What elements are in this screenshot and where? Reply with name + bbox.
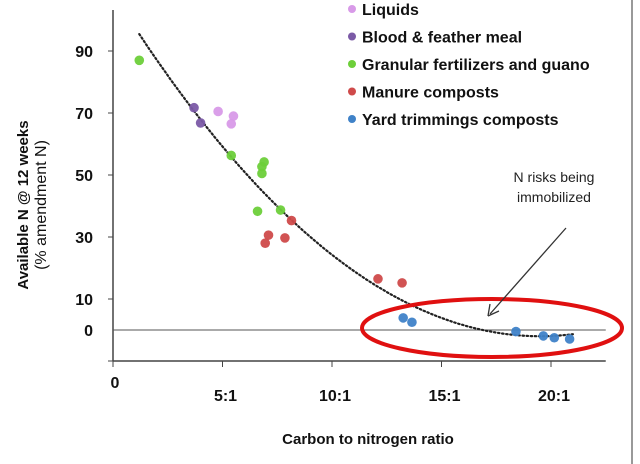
legend-marker	[348, 5, 356, 13]
y-tick-label: 50	[75, 168, 93, 185]
data-point	[275, 205, 286, 215]
legend-label: Granular fertilizers and guano	[362, 57, 590, 74]
legend-label: Yard trimmings composts	[362, 112, 559, 129]
data-point	[226, 119, 237, 129]
x-tick-label: 0	[111, 375, 120, 392]
y-tick-label: 90	[75, 44, 93, 61]
data-point	[263, 230, 274, 240]
data-point	[228, 111, 239, 121]
data-point	[398, 313, 408, 323]
data-point	[134, 55, 145, 66]
legend-marker	[348, 115, 356, 123]
data-point	[257, 161, 267, 172]
data-point	[511, 326, 521, 337]
legend-marker	[348, 32, 356, 41]
annotation-line-2: immobilized	[517, 189, 591, 205]
data-point	[195, 118, 206, 128]
data-point	[564, 334, 575, 344]
data-point	[397, 278, 407, 288]
data-point	[189, 102, 199, 113]
y-tick-label: 70	[75, 106, 93, 123]
x-axis-label: Carbon to nitrogen ratio	[282, 431, 454, 448]
legend-marker	[348, 87, 356, 96]
data-point	[407, 317, 417, 328]
data-point	[213, 106, 223, 117]
data-point	[280, 233, 290, 243]
arrow-head	[487, 303, 500, 317]
x-tick-label: 20:1	[538, 388, 570, 405]
data-point	[260, 238, 271, 248]
annotation-line-1: N risks being	[514, 169, 595, 185]
legend-marker	[348, 60, 356, 68]
data-point	[538, 331, 549, 341]
x-tick-label: 15:1	[428, 388, 460, 405]
data-point	[373, 274, 383, 284]
x-tick-label: 10:1	[319, 388, 351, 405]
y-tick-label: 30	[75, 230, 93, 247]
highlight-ellipse	[360, 297, 624, 359]
data-point	[257, 168, 267, 179]
y-tick-label: 10	[75, 292, 93, 309]
data-point	[549, 332, 560, 343]
legend-label: Liquids	[362, 2, 419, 19]
annotation-arrow	[489, 227, 567, 315]
x-tick-label: 5:1	[214, 388, 237, 405]
data-point	[252, 206, 263, 217]
y-axis-label: Available N @ 12 weeks	[15, 120, 32, 289]
data-point	[226, 150, 237, 161]
data-point	[286, 215, 297, 226]
legend-label: Manure composts	[362, 85, 499, 102]
y-axis-sublabel: (% amendment N)	[33, 140, 50, 270]
trendline	[138, 33, 574, 338]
legend-label: Blood & feather meal	[362, 30, 522, 47]
y-tick-label: 0	[84, 323, 93, 340]
